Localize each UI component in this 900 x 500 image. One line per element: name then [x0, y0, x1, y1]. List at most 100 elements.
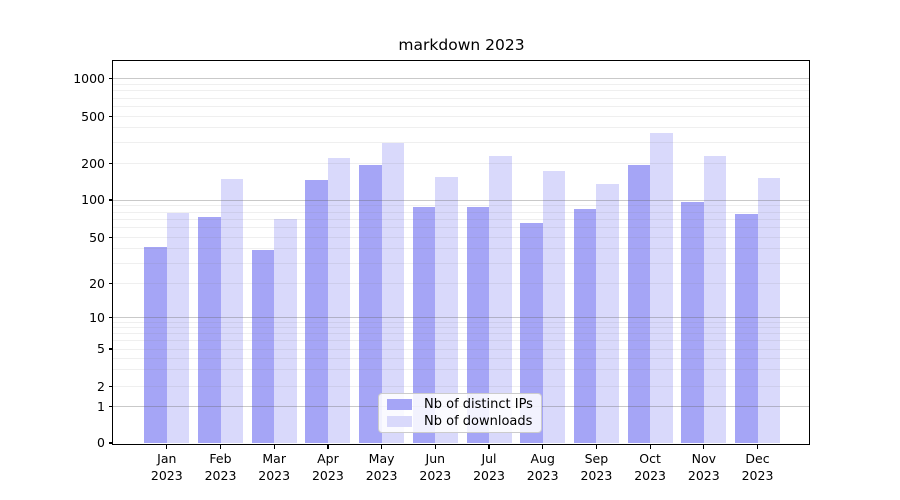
- x-axis-tick: [703, 444, 705, 449]
- bar-downloads-mar: [274, 219, 297, 443]
- y-tick-label: 20: [89, 275, 105, 291]
- x-tick-label: Jun 2023: [419, 451, 452, 483]
- gridline-major: [113, 317, 810, 318]
- x-tick-label: Oct 2023: [634, 451, 666, 483]
- legend-entry-distinct-ips: Nb of distinct IPs: [379, 397, 541, 412]
- bar-downloads-dec: [757, 177, 780, 443]
- bar-distinct-ips-mar: [251, 249, 275, 443]
- gridline-minor: [113, 321, 810, 323]
- bar-distinct-ips-may: [359, 164, 382, 443]
- gridline-minor: [113, 340, 810, 342]
- y-axis-tick: [108, 199, 113, 201]
- gridline-minor: [113, 369, 810, 371]
- bar-distinct-ips-dec: [735, 214, 758, 443]
- x-axis-tick: [166, 444, 168, 449]
- x-tick-label: Jul 2023: [473, 451, 505, 483]
- x-axis-tick: [219, 444, 222, 449]
- gridline-minor: [113, 163, 810, 164]
- bar-downloads-aug: [542, 170, 566, 443]
- y-tick-label: 200: [81, 155, 105, 171]
- gridline-minor: [113, 237, 810, 238]
- y-tick-label: 10: [89, 309, 105, 325]
- y-axis-tick: [108, 282, 113, 285]
- bar-downloads-oct: [650, 133, 673, 443]
- legend-swatch-downloads-icon: [387, 416, 412, 428]
- x-axis-tick: [649, 444, 651, 449]
- bar-downloads-nov: [703, 155, 727, 443]
- x-tick-label: Dec 2023: [741, 451, 774, 483]
- x-tick-label: Aug 2023: [526, 451, 559, 483]
- x-axis-tick: [273, 444, 275, 449]
- plot-area: [113, 61, 810, 443]
- gridline-major: [113, 78, 810, 79]
- y-tick-label: 0: [97, 435, 105, 450]
- y-tick-label: 2: [97, 378, 105, 394]
- x-axis-tick: [488, 444, 490, 449]
- y-axis-tick: [108, 77, 113, 80]
- x-axis-tick: [327, 444, 329, 449]
- gridline-minor: [113, 227, 810, 229]
- x-tick-label: Apr 2023: [311, 451, 344, 483]
- bar-distinct-ips-jul: [466, 206, 489, 443]
- y-axis-tick: [108, 316, 113, 319]
- gridline-minor: [113, 205, 810, 207]
- bar-distinct-ips-aug: [520, 223, 543, 443]
- gridline-minor: [113, 218, 810, 220]
- bar-downloads-jan: [166, 213, 190, 443]
- x-axis-tick: [756, 444, 759, 449]
- gridline-minor: [113, 211, 810, 213]
- bar-downloads-may: [381, 142, 405, 443]
- legend-label-downloads: Nb of downloads: [424, 414, 533, 430]
- bar-downloads-jul: [489, 155, 512, 443]
- gridline-minor: [113, 262, 810, 264]
- gridline-minor: [113, 127, 810, 129]
- legend-label-distinct-ips: Nb of distinct IPs: [424, 396, 533, 412]
- bar-distinct-ips-jun: [412, 206, 436, 443]
- y-tick-label: 500: [81, 108, 105, 124]
- x-tick-label: May 2023: [365, 451, 398, 483]
- x-tick-label: Nov 2023: [687, 451, 720, 483]
- bar-downloads-feb: [220, 178, 243, 443]
- x-tick-label: Mar 2023: [258, 451, 291, 483]
- x-axis-tick: [381, 444, 383, 449]
- gridline-minor: [113, 357, 810, 359]
- x-axis-tick: [542, 444, 544, 449]
- y-tick-label: 1000: [73, 70, 105, 86]
- gridline-major: [113, 199, 810, 201]
- x-axis-tick: [595, 444, 598, 449]
- gridline-minor: [113, 327, 810, 329]
- legend: Nb of distinct IPs Nb of downloads: [378, 393, 542, 433]
- bar-downloads-sep: [596, 184, 619, 443]
- gridline-minor: [113, 116, 810, 117]
- gridline-minor: [113, 83, 810, 85]
- y-axis-tick: [108, 385, 113, 388]
- gridline-minor: [113, 333, 810, 335]
- y-tick-label: 1: [97, 398, 105, 414]
- bar-distinct-ips-oct: [627, 164, 651, 443]
- bar-distinct-ips-nov: [681, 201, 704, 443]
- gridline-minor: [113, 97, 810, 99]
- legend-swatch-distinct-ips-icon: [387, 398, 412, 410]
- gridline-minor: [113, 142, 810, 144]
- bar-downloads-apr: [327, 158, 351, 443]
- bar-distinct-ips-apr: [305, 180, 328, 443]
- y-axis-tick: [108, 236, 113, 239]
- x-tick-label: Sep 2023: [580, 451, 613, 483]
- gridline-minor: [113, 106, 810, 107]
- y-axis-tick: [108, 115, 113, 118]
- y-tick-label: 100: [81, 192, 105, 207]
- legend-entry-downloads: Nb of downloads: [379, 414, 541, 429]
- chart-title: markdown 2023: [398, 36, 525, 54]
- y-tick-label: 5: [97, 341, 105, 356]
- gridline-minor: [113, 283, 810, 284]
- gridline-minor: [113, 386, 810, 387]
- bar-downloads-jun: [435, 176, 458, 443]
- bar-distinct-ips-feb: [198, 217, 221, 443]
- gridline-minor: [113, 90, 810, 92]
- y-axis-tick: [108, 405, 113, 408]
- gridline-minor: [113, 348, 810, 350]
- y-axis-tick: [108, 442, 113, 444]
- x-tick-label: Jan 2023: [150, 451, 183, 483]
- x-axis-tick: [434, 444, 436, 449]
